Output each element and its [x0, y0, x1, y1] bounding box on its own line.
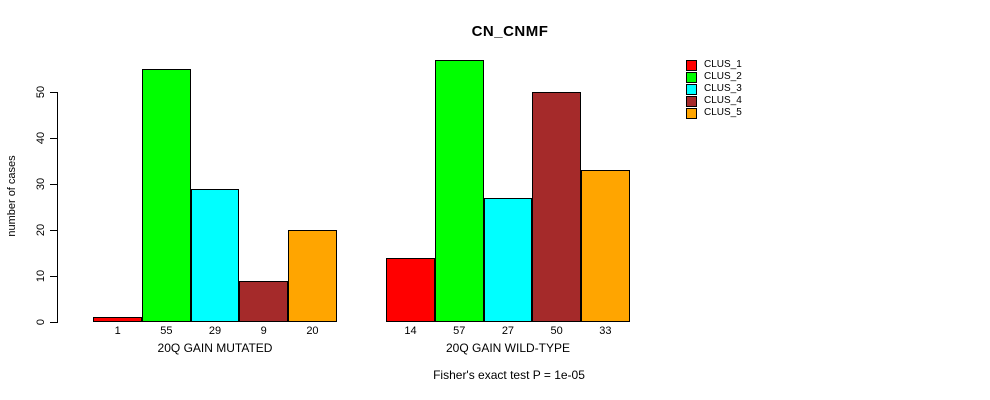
bar-value-label: 20: [306, 325, 319, 337]
y-axis-tick-label: 50: [35, 85, 47, 99]
y-axis-tick: [50, 184, 57, 185]
y-axis-tick-label: 0: [35, 318, 47, 326]
legend: CLUS_1 CLUS_2 CLUS_3 CLUS_4 CLUS_5: [686, 59, 742, 119]
bar-value-label: 29: [208, 325, 222, 337]
bar-clus_5: [288, 230, 337, 322]
bar-value-label: 50: [550, 325, 563, 337]
bar-clus_2: [142, 69, 191, 322]
bar-clus_4: [532, 92, 581, 322]
legend-swatch-icon: [686, 83, 697, 95]
bar-clus_4: [239, 281, 289, 322]
y-axis-tick-label: 40: [35, 131, 47, 145]
legend-swatch-icon: [686, 107, 697, 119]
y-axis-tick: [50, 92, 57, 93]
bar-clus_3: [190, 189, 240, 322]
legend-swatch-icon: [686, 71, 697, 83]
bar-value-label: 33: [599, 325, 612, 337]
legend-label: CLUS_1: [704, 59, 742, 70]
legend-swatch-icon: [686, 95, 697, 107]
bar-value-label: 9: [260, 325, 267, 337]
bar-value-label: 55: [160, 325, 173, 337]
chart-title: CN_CNMF: [471, 23, 549, 40]
y-axis-tick-label: 20: [35, 223, 47, 237]
legend-label: CLUS_3: [704, 83, 742, 94]
y-axis-tick: [50, 276, 57, 277]
group-label-mutated: 20Q GAIN MUTATED: [157, 341, 273, 355]
bar-value-label: 1: [114, 325, 121, 337]
bar-value-label: 14: [404, 325, 417, 337]
y-axis-tick-label: 10: [35, 269, 47, 283]
bar-clus_2: [434, 60, 484, 322]
annotation-text: Fisher's exact test P = 1e-05: [433, 368, 585, 382]
legend-label: CLUS_4: [704, 95, 742, 106]
legend-item-clus_1: CLUS_1: [686, 59, 742, 71]
y-axis-line: [57, 92, 58, 323]
bar-clus_3: [483, 198, 533, 322]
group-label-wild-type: 20Q GAIN WILD-TYPE: [445, 341, 571, 355]
bar-clus_5: [581, 170, 630, 322]
bar-clus_1: [386, 258, 435, 322]
legend-label: CLUS_5: [704, 107, 742, 118]
legend-item-clus_5: CLUS_5: [686, 107, 742, 119]
y-axis-tick-label: 30: [35, 177, 47, 191]
bar-clus_1: [93, 317, 142, 322]
bar-value-label: 57: [453, 325, 466, 337]
legend-item-clus_4: CLUS_4: [686, 95, 742, 107]
legend-item-clus_2: CLUS_2: [686, 71, 742, 83]
legend-item-clus_3: CLUS_3: [686, 83, 742, 95]
y-axis-tick: [50, 322, 57, 323]
y-axis-label: number of cases: [6, 155, 18, 237]
y-axis-tick: [50, 138, 57, 139]
bar-value-label: 27: [501, 325, 515, 337]
legend-swatch-icon: [686, 59, 697, 71]
legend-label: CLUS_2: [704, 71, 742, 82]
y-axis-tick: [50, 230, 57, 231]
